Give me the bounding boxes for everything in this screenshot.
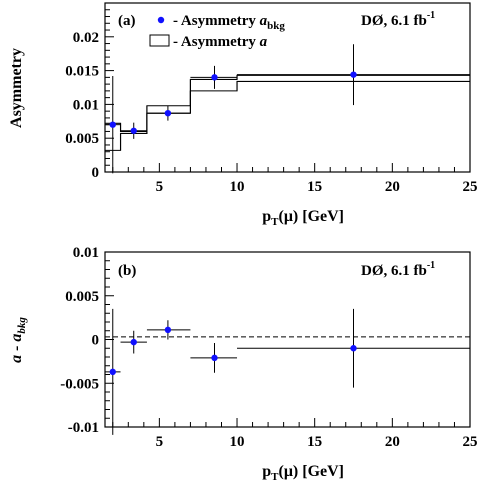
- point-marker: [130, 338, 137, 346]
- data-point: [237, 308, 470, 388]
- data-point: [146, 320, 191, 340]
- point-marker: [130, 127, 137, 134]
- x-tick-label: 5: [156, 434, 164, 450]
- x-tick-label: 25: [463, 179, 478, 195]
- panel-b-x-axis-title: pT(μ) [GeV]: [262, 463, 344, 483]
- panel-b-x-tick-labels: 5 10 15 20 25: [156, 434, 478, 450]
- y-tick-label: 0.01: [73, 97, 99, 113]
- panel-a-x-tick-labels: 5 10 15 20 25: [156, 179, 478, 195]
- legend-dot-marker: [157, 16, 165, 24]
- point-marker: [211, 354, 218, 362]
- x-tick-label: 10: [230, 434, 245, 450]
- x-tick-label: 10: [230, 179, 245, 195]
- panel-a-y-tick-labels: 0 0.005 0.01 0.015 0.02: [65, 30, 99, 181]
- y-tick-label: 0.02: [73, 30, 99, 46]
- y-tick-label: 0.01: [73, 245, 99, 261]
- panel-b: 5 10 15 20 25 -0.01 -0.005 0 0.005 0.01 (b) DØ, …: [8, 245, 478, 483]
- panel-a-x-axis-title: pT(μ) [GeV]: [262, 208, 344, 228]
- point-marker: [109, 121, 116, 128]
- legend-entry-abkg: - Asymmetry abkg: [173, 13, 285, 32]
- panel-b-frame: [104, 251, 471, 428]
- x-tick-label: 25: [463, 434, 478, 450]
- data-point: [105, 308, 121, 435]
- data-point: [105, 76, 121, 174]
- point-marker: [164, 109, 172, 117]
- band-edge-lo: [105, 80, 470, 151]
- panel-a-label: (a): [118, 13, 136, 29]
- panel-b-difference-points: [105, 308, 470, 435]
- x-tick-label: 15: [307, 179, 322, 195]
- data-point: [190, 65, 238, 89]
- y-tick-label: 0.015: [65, 64, 99, 80]
- y-tick-label: 0.005: [65, 131, 99, 147]
- panel-b-y-tick-labels: -0.01 -0.005 0 0.005 0.01: [60, 245, 99, 436]
- panel-a-y-axis-title: Asymmetry: [8, 48, 25, 128]
- legend-entry-a: - Asymmetry a: [173, 34, 268, 50]
- point-marker: [350, 345, 357, 352]
- panel-a-experiment-label: DØ, 6.1 fb-1: [361, 10, 435, 29]
- y-tick-label: 0: [92, 333, 100, 349]
- data-point: [190, 343, 238, 373]
- data-point: [120, 330, 147, 354]
- panel-b-label: (b): [118, 263, 136, 279]
- y-tick-label: 0.005: [65, 289, 99, 305]
- point-marker: [211, 74, 218, 81]
- point-marker: [109, 368, 116, 376]
- panel-a: 5 10 15 20 25 0 0.005 0.01 0.015 0.02 (a) - Asym…: [8, 2, 478, 228]
- y-tick-label: -0.005: [60, 376, 99, 392]
- x-tick-label: 15: [307, 434, 322, 450]
- point-marker: [164, 326, 172, 334]
- data-point: [237, 44, 470, 106]
- panel-b-y-axis-title: a - abkg: [8, 317, 28, 363]
- y-tick-label: 0: [92, 165, 100, 181]
- band-edge-hi: [105, 74, 470, 132]
- panel-b-experiment-label: DØ, 6.1 fb-1: [361, 260, 435, 279]
- data-point: [120, 122, 147, 139]
- x-tick-label: 20: [385, 179, 400, 195]
- point-marker: [350, 71, 357, 78]
- panel-a-asymmetry-abkg-points: [105, 44, 470, 174]
- panel-b-tick-marks: [105, 251, 455, 428]
- data-point: [146, 105, 191, 121]
- panel-a-frame: [104, 2, 471, 173]
- x-tick-label: 5: [156, 179, 164, 195]
- panel-a-legend: - Asymmetry abkg - Asymmetry a: [149, 13, 285, 50]
- y-tick-label: -0.01: [68, 420, 99, 436]
- legend-box-marker: [149, 34, 170, 47]
- x-tick-label: 20: [385, 434, 400, 450]
